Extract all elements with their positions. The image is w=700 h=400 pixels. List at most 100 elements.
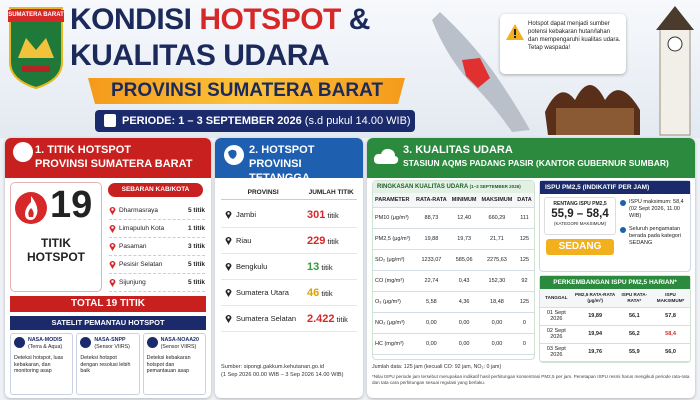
province-count: 301 titik [307,209,357,221]
panel-header: 2. HOTSPOT PROVINSI TETANGGA [215,138,363,184]
value-cell: 19,76 [572,343,618,362]
summary-title: RINGKASAN KUALITAS UDARA (1–3 SEPTEMBER … [373,181,534,193]
column-header: DATA [514,193,534,208]
parameter-cell: CO (mg/m³) [373,270,414,292]
province-name: Sumatera Utara [236,288,289,297]
header-line: 2. HOTSPOT [249,143,363,157]
value-cell: 4,36 [449,291,479,313]
column-header: ISPU MAKSIMUM* [651,289,690,308]
value-cell: 0 [514,312,534,334]
total: TOTAL 19 TITIK [10,296,206,312]
section-title: 3. KUALITAS UDARA [403,144,513,156]
subtitle: PROVINSI SUMATERA BARAT [111,80,383,101]
district-row: Sijunjung 5 titik [109,274,205,292]
value-cell: 58,4 [651,325,690,344]
daily-row: 02 Sept 2026 19,94 56,2 58,4 [540,325,690,344]
panel-neighbors: 2. HOTSPOT PROVINSI TETANGGA PROVINSI JU… [215,138,363,398]
count-value: 13 [307,260,320,273]
province-row: Jambi 301 titik [221,202,357,228]
value-cell: 0,00 [478,333,515,355]
date-cell: 02 Sept 2026 [540,325,573,344]
province-row: Bengkulu 13 titik [221,254,357,280]
ispu-point: ISPU maksimum: 58,4 (02 Sept 2026, 11.00… [620,199,688,220]
pin-icon [225,289,232,297]
satellite-sensor: (Sensor VIIRS) [160,343,197,350]
value-cell: 19,88 [413,228,450,250]
warning-icon [506,24,524,40]
parameter-cell: PM2,5 (μg/m³) [373,228,414,250]
column-header: PM2,5 RATA-RATA (μg/m³) [572,289,618,308]
pin-icon [225,211,232,219]
count-value: 229 [307,234,326,247]
period-text: PERIODE: 1 – 3 SEPTEMBER 2026 [122,115,302,127]
daily-row: 03 Sept 2026 19,76 55,9 56,0 [540,343,690,362]
value-cell: 0,43 [449,270,479,292]
section-title: PROVINSI TETANGGA [249,158,310,184]
distribution-list: Dharmasraya 5 titik Limapuluh Kota 1 titik P… [109,202,205,292]
count-unit: titik [321,262,333,272]
value-cell: 111 [514,207,534,229]
satellite-desc: Deteksi hotspot dengan resolusi lebih ba… [80,355,131,374]
section-subtitle: STASIUN AQMS PADANG PASIR (KANTOR GUBERN… [403,158,669,168]
parameter-cell: PM10 (μg/m³) [373,207,414,229]
province-row: Riau 229 titik [221,228,357,254]
check-icon [620,200,626,206]
value-cell: 21,71 [478,228,515,250]
province-count: 229 titik [307,235,357,247]
panel-hotspot: 1. TITIK HOTSPOT PROVINSI SUMATERA BARAT… [5,138,211,398]
satellite-name: NASA-MODIS [28,337,63,343]
logo-text: SUMATERA BARAT [8,12,64,18]
value-cell: 5,58 [413,291,450,313]
table-header: PROVINSI JUMLAH TITIK [221,186,357,200]
value-cell: 56,1 [617,307,652,326]
value-cell: 125 [514,228,534,250]
district-row: Pesisir Selatan 5 titik [109,256,205,274]
value-cell: 12,40 [449,207,479,229]
parameter-cell: SO₂ (μg/m³) [373,249,414,271]
value-cell: 0 [514,333,534,355]
count-value: 46 [307,286,320,299]
ispu-range-box: RENTANG ISPU PM2,5 55,9 – 58,4 (KATEGORI… [544,197,616,235]
distribution-title: SEBARAN KAB/KOTA [108,183,203,197]
value-cell: 56,2 [617,325,652,344]
district-row: Dharmasraya 5 titik [109,202,205,220]
fire-icon [15,192,47,224]
source-text: Sumber: sipongi.gakkum.kehutanan.go.id [221,364,324,370]
district-name: Dharmasraya [119,207,159,214]
globe-icon [224,145,244,165]
district-count: 3 titik [188,243,205,250]
satellite-desc: Deteksi hotspot, luas kebakaran, dan mon… [14,355,64,374]
district-name: Sijunjung [119,279,146,286]
daily-table: TANGGAL PM2,5 RATA-RATA (μg/m³) ISPU RATA-… [540,289,690,362]
province-name: Sumatera Selatan [236,314,297,323]
province-row: Sumatera Utara 46 titik [221,280,357,306]
panel-header: 3. KUALITAS UDARA STASIUN AQMS PADANG PA… [367,138,695,178]
value-cell: 19,73 [449,228,479,250]
satellite-desc: Deteksi kebakaran hotspot dan pemantauan… [146,355,191,374]
daily-title: PERKEMBANGAN ISPU PM2,5 HARIAN* [540,276,690,289]
satellite-name: NASA-NOAA20 [160,337,199,343]
parameter-cell: HC (mg/m³) [373,333,414,355]
value-cell: 125 [514,291,534,313]
pin-icon [225,263,232,271]
period: PERIODE: 1 – 3 SEPTEMBER 2026 (s.d pukul… [122,113,411,129]
province-row: Sumatera Selatan 2.422 titik [221,306,357,332]
date-cell: 01 Sept 2026 [540,307,573,326]
ispu-range-note: (KATEGORI MAKSIMUM) [554,221,606,226]
daily-box: PERKEMBANGAN ISPU PM2,5 HARIAN* TANGGAL P… [539,275,691,363]
header-row: PARAMETER RATA-RATA MINIMUM MAKSIMUM DATA [373,193,534,208]
section-number: 1. [35,144,45,156]
ispu-range-label: RENTANG ISPU PM2,5 [553,201,607,207]
source: Sumber: sipongi.gakkum.kehutanan.go.id (1… [221,364,357,379]
count-box [10,182,102,292]
value-cell: 0,00 [413,333,450,355]
summary-row: O₃ (μg/m³) 5,58 4,36 18,48 125 [373,291,534,313]
satellite-card: NASA-SNPP (Sensor VIIRS) Deteksi hotspot d… [76,333,140,395]
satellite-sensor: (Sensor VIIRS) [94,343,130,350]
summary-title-text: RINGKASAN KUALITAS UDARA [377,184,468,190]
value-cell: 22,74 [413,270,450,292]
value-cell: 56,0 [651,343,690,362]
count-unit: titik [327,236,339,246]
value-cell: 92 [514,270,534,292]
